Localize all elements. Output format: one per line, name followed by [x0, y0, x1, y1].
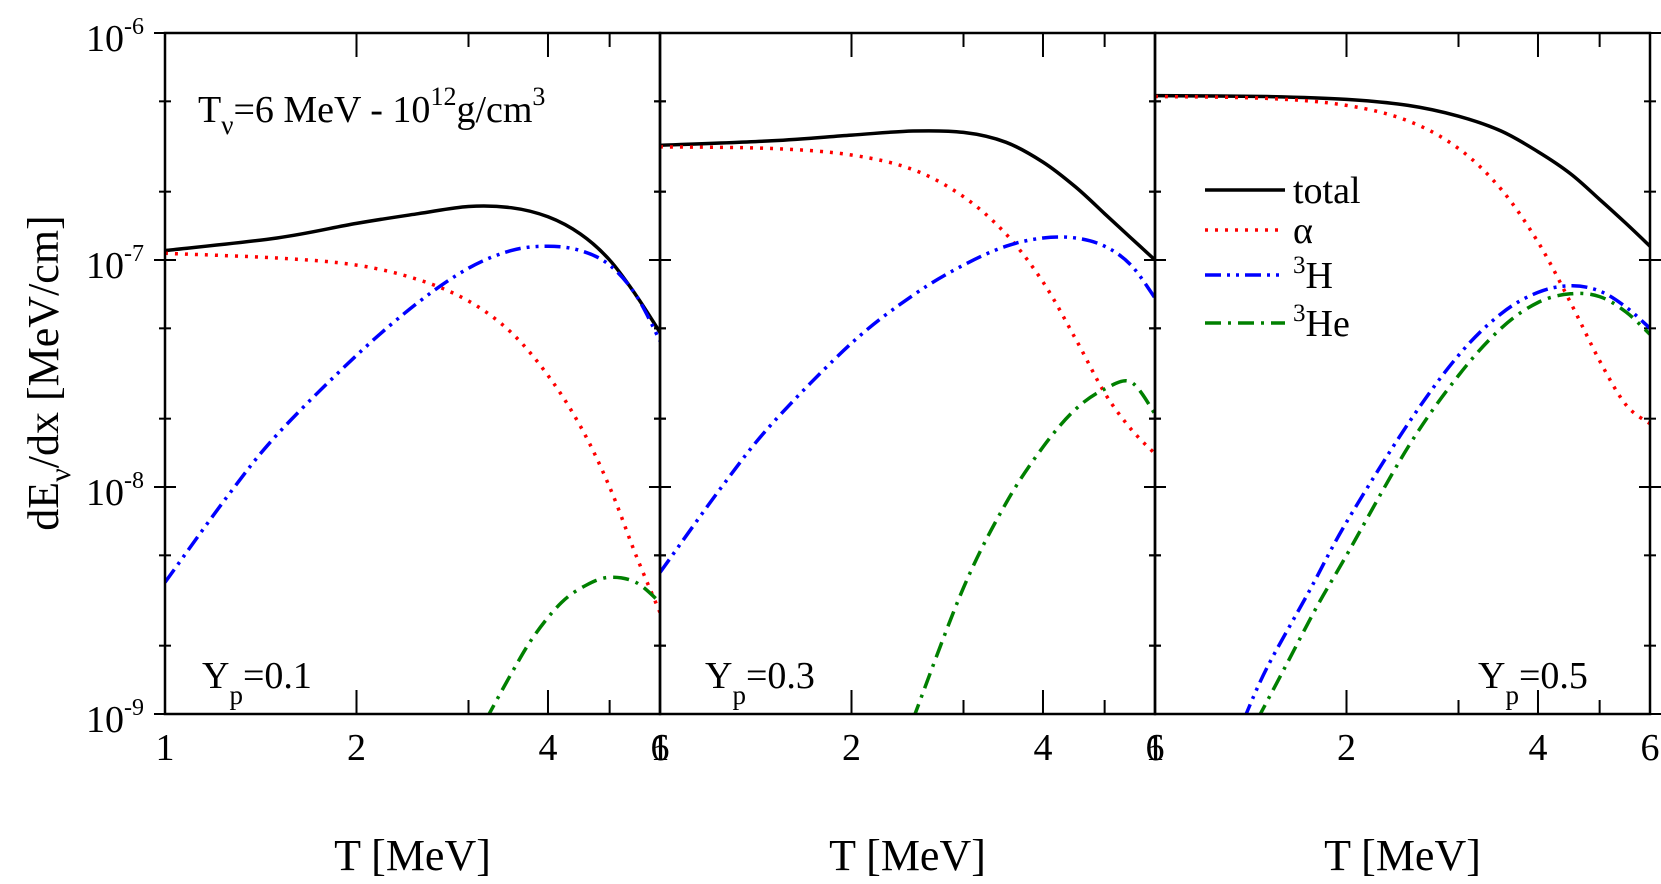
panel-3-series — [1155, 93, 1650, 714]
annotation: Tν=6 MeV - 1012g/cm3 — [198, 82, 545, 140]
legend-label-total: total — [1293, 170, 1361, 212]
panel-3-label: Yp=0.5 — [1478, 655, 1588, 710]
series-alpha-panel-3 — [1155, 94, 1650, 426]
series-H3-panel-1 — [165, 244, 660, 584]
y-tick-label: 10-6 — [86, 14, 144, 60]
panel-2-label: Yp=0.3 — [705, 655, 815, 710]
panel-3-frame — [1153, 31, 1652, 716]
x-tick-label: 1 — [651, 727, 670, 769]
series-H3-panel-3 — [1244, 284, 1650, 714]
x-tick-label: 4 — [1528, 727, 1547, 769]
y-axis-label: dEν/dx [MeV/cm] — [19, 215, 77, 530]
x-axis-label: T [MeV] — [829, 831, 986, 880]
x-tick-label: 6 — [1146, 727, 1165, 769]
panel-2-frame — [658, 31, 1157, 716]
series-total-panel-3 — [1155, 93, 1650, 248]
legend-label-alpha: α — [1293, 210, 1313, 252]
panel-2-series — [660, 129, 1155, 714]
legend-label-He3: 3He — [1293, 300, 1350, 345]
y-tick-label: 10-8 — [86, 468, 144, 514]
y-tick-label: 10-9 — [86, 695, 144, 741]
x-axis-label: T [MeV] — [1324, 831, 1481, 880]
series-He3-panel-2 — [913, 378, 1155, 714]
x-tick-label: 2 — [842, 727, 861, 769]
x-tick-label: 6 — [651, 727, 670, 769]
series-total-panel-2 — [660, 129, 1155, 262]
series-He3-panel-1 — [487, 575, 660, 714]
series-He3-panel-3 — [1258, 291, 1650, 714]
x-tick-label: 2 — [1337, 727, 1356, 769]
x-tick-label: 1 — [1146, 727, 1165, 769]
axis-ticks — [154, 32, 1661, 715]
x-tick-label: 6 — [1641, 727, 1660, 769]
y-tick-label: 10-7 — [86, 241, 144, 287]
x-axis-label: T [MeV] — [334, 831, 491, 880]
x-tick-label: 2 — [347, 727, 366, 769]
panel-1-label: Yp=0.1 — [202, 655, 312, 710]
panel-1-series — [165, 204, 660, 714]
x-tick-label: 4 — [538, 727, 557, 769]
series-total-panel-1 — [165, 204, 660, 334]
panel-1-frame — [163, 31, 662, 716]
series-H3-panel-2 — [660, 235, 1155, 574]
x-tick-label: 4 — [1033, 727, 1052, 769]
x-tick-label: 1 — [156, 727, 175, 769]
legend-label-H3: 3H — [1293, 252, 1333, 297]
